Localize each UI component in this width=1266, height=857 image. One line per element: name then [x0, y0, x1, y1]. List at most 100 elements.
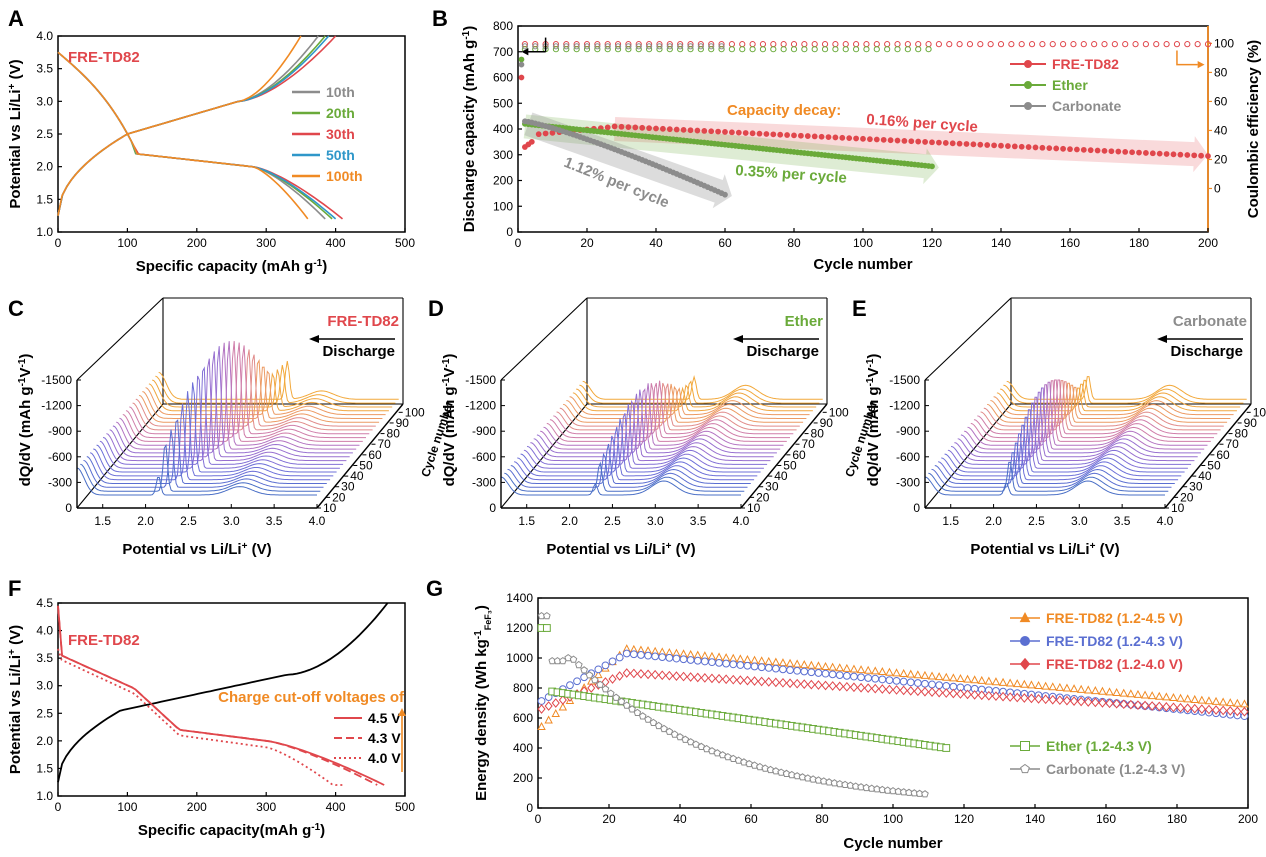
ce-point [863, 41, 870, 48]
capacity-point [708, 128, 715, 135]
energy-point [935, 681, 944, 690]
energy-point [750, 761, 759, 769]
capacity-point [1108, 148, 1115, 155]
energy-point [629, 650, 638, 659]
label-part: -1 [311, 822, 320, 833]
ce-point [884, 41, 891, 48]
y-tick-label: -300 [48, 475, 72, 489]
energy-point [1218, 697, 1228, 706]
x-tick-label: 3.0 [1071, 514, 1088, 528]
direction-arrowhead [1157, 335, 1167, 343]
label-part: V [865, 367, 882, 377]
energy-point [998, 677, 1008, 686]
capacity-point [1156, 150, 1163, 157]
ce-point [894, 41, 901, 48]
energy-point [1190, 694, 1199, 703]
capacity-point [660, 125, 666, 132]
energy-point [814, 669, 823, 677]
cycle-curve [504, 461, 745, 492]
capacity-point [770, 131, 777, 138]
ce-point [811, 41, 818, 48]
x-tick-label: 0 [515, 236, 522, 250]
ce-point [583, 43, 591, 50]
box-edge [76, 297, 164, 381]
energy-point [1076, 684, 1086, 693]
energy-point [734, 756, 743, 764]
capacity-point [963, 141, 970, 147]
energy-point [949, 688, 958, 699]
energy-point [543, 611, 551, 620]
legend-marker [1019, 611, 1031, 623]
x-tick-label: 3.0 [223, 514, 240, 528]
legend-title: Charge cut-off voltages of [218, 689, 405, 706]
ce-point [563, 43, 570, 50]
energy-point [544, 701, 553, 711]
cycle-curve [148, 372, 389, 412]
direction-arrowhead [309, 335, 319, 343]
capacity-point [1191, 152, 1198, 159]
energy-point [1048, 694, 1057, 705]
energy-point [1162, 692, 1171, 701]
x-tick-label: 40 [673, 812, 687, 826]
energy-point [921, 790, 929, 798]
ce-point [749, 41, 756, 48]
y-tick-label: 2.5 [36, 706, 53, 720]
ce-point [563, 46, 570, 53]
y-tick-label: 600 [513, 711, 533, 725]
energy-point [736, 661, 745, 669]
label-part: + [7, 83, 18, 89]
ce-point [708, 46, 715, 53]
cycle-curve [562, 383, 804, 423]
energy-point [764, 677, 773, 687]
energy-point [714, 673, 724, 684]
y-tick-label: 2.0 [36, 734, 53, 748]
energy-point [835, 681, 844, 692]
energy-point [1084, 697, 1093, 707]
energy-point [1062, 683, 1072, 692]
capacity-point [846, 135, 853, 142]
ce-point [863, 46, 870, 53]
legend-marker [1020, 763, 1030, 774]
panel-label-a: A [8, 6, 24, 31]
legend-label: FRE-TD82 [1052, 56, 1119, 72]
energy-point [658, 653, 667, 661]
energy-point [835, 663, 844, 672]
cycle-curve [530, 399, 771, 462]
cycle-curve [937, 433, 1179, 481]
energy-point [828, 670, 837, 679]
label-part: (V) [7, 625, 24, 649]
energy-point [649, 718, 658, 726]
x-tick-label: 100 [853, 236, 873, 250]
ce-point [770, 41, 777, 48]
energy-point [851, 782, 860, 790]
energy-point [782, 769, 791, 777]
x-tick-label: 500 [395, 236, 415, 250]
ce-point [552, 43, 560, 50]
capacity-point [1198, 152, 1204, 159]
y2-tick-label: 60 [1214, 94, 1228, 108]
energy-point [672, 654, 681, 663]
ce-point [728, 46, 736, 53]
energy-point [892, 685, 901, 695]
ce-point [656, 46, 663, 53]
energy-point [1140, 690, 1150, 699]
energy-point [821, 661, 830, 670]
ce-point [1184, 41, 1191, 48]
y-tick-label: -1500 [41, 373, 72, 387]
cycle-curve [138, 358, 380, 423]
ce-point [635, 43, 642, 50]
energy-point [942, 672, 951, 681]
z-tick-label: 60 [1216, 448, 1230, 462]
energy-point [638, 712, 647, 720]
energy-point [856, 665, 866, 674]
ce-point [666, 43, 673, 50]
energy-point [1169, 693, 1178, 702]
energy-point [885, 667, 894, 676]
ce-point [853, 41, 860, 48]
energy-point [935, 687, 944, 698]
right-axis-arrowhead [1197, 61, 1205, 69]
ce-point [1142, 41, 1150, 48]
capacity-point [528, 138, 535, 145]
capacity-point [680, 126, 687, 133]
y-tick-label: 0 [489, 501, 496, 515]
